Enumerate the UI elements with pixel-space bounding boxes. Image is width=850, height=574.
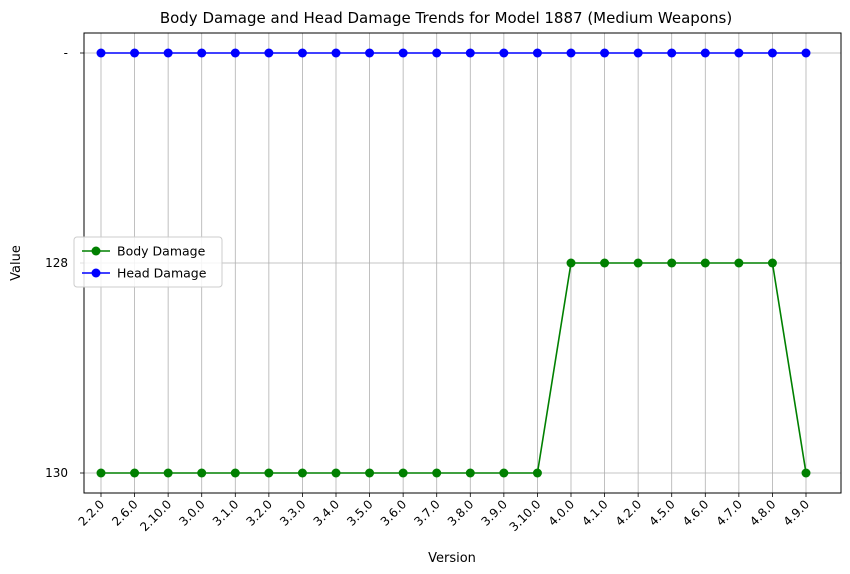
head-damage-point [230,48,240,58]
head-damage-point [532,48,542,58]
legend: Body Damage Head Damage [73,236,223,288]
head-damage-point [566,48,576,58]
x-tick-label: 4.0.0 [546,497,577,528]
body-damage-point [230,468,240,478]
body-damage-point [700,258,710,268]
body-damage-point [465,468,475,478]
head-damage-point [801,48,811,58]
body-damage-point [667,258,677,268]
x-tick-label: 4.8.0 [747,497,778,528]
x-tick-label: 4.7.0 [713,497,744,528]
chart-title: Body Damage and Head Damage Trends for M… [160,9,732,27]
x-tick-label: 3.5.0 [344,497,375,528]
x-tick-label: 3.9.0 [478,497,509,528]
head-damage-point [465,48,475,58]
series-points [96,48,811,478]
y-tick-label: 130 [45,466,68,480]
body-damage-point [297,468,307,478]
body-damage-point [532,468,542,478]
body-damage-point [633,258,643,268]
head-damage-point [264,48,274,58]
body-damage-point [432,468,442,478]
y-axis-label: Value [9,245,24,281]
head-damage-point [600,48,610,58]
body-damage-point [264,468,274,478]
x-tick-label: 2.10.0 [137,497,174,534]
x-tick-label: 2.6.0 [109,497,140,528]
y-tick-label: 128 [45,256,68,270]
x-tick-label: 3.6.0 [378,497,409,528]
x-tick-label: 3.2.0 [243,497,274,528]
head-damage-point [667,48,677,58]
body-damage-point [566,258,576,268]
x-tick-label: 4.2.0 [613,497,644,528]
x-axis-label: Version [428,551,476,566]
body-damage-legend-marker [91,246,101,256]
body-damage-point [767,258,777,268]
head-damage-point [700,48,710,58]
body-damage-point [163,468,173,478]
y-tick-label: - [64,46,68,60]
head-damage-point [432,48,442,58]
x-tick-label: 3.0.0 [176,497,207,528]
head-damage-point [297,48,307,58]
body-damage-point [365,468,375,478]
head-damage-point [767,48,777,58]
body-damage-point [130,468,140,478]
x-tick-label: 4.1.0 [579,497,610,528]
body-damage-point [499,468,509,478]
body-damage-line [101,262,807,474]
head-damage-point [398,48,408,58]
head-damage-point [130,48,140,58]
body-damage-point [398,468,408,478]
head-damage-point [633,48,643,58]
x-tick-label: 3.1.0 [210,497,241,528]
head-damage-point [499,48,509,58]
x-tick-label: 3.3.0 [277,497,308,528]
x-tick-label: 2.2.0 [76,497,107,528]
head-damage-point [163,48,173,58]
head-damage-point [197,48,207,58]
x-tick-label: 4.5.0 [646,497,677,528]
series-lines [101,52,807,474]
x-tick-label: 3.7.0 [411,497,442,528]
head-damage-legend-label: Head Damage [117,266,207,281]
body-damage-point [801,468,811,478]
head-damage-point [96,48,106,58]
body-damage-point [96,468,106,478]
x-tick-label: 3.4.0 [311,497,342,528]
body-damage-point [600,258,610,268]
body-damage-legend-label: Body Damage [117,244,206,259]
head-damage-point [365,48,375,58]
y-axis-ticks: 130 128 - [45,46,84,480]
legend-box [73,236,223,288]
x-tick-label: 4.9.0 [781,497,812,528]
body-damage-point [197,468,207,478]
head-damage-legend-marker [91,268,101,278]
head-damage-point [734,48,744,58]
x-axis-ticks: 2.2.0 2.6.02.10.0 3.0.0 3.1.0 3.2.0 3.3.0 3.4.… [76,493,812,534]
x-tick-label: 4.6.0 [680,497,711,528]
body-damage-point [734,258,744,268]
body-damage-point [331,468,341,478]
x-tick-label: 3.8.0 [445,497,476,528]
head-damage-point [331,48,341,58]
x-tick-label: 3.10.0 [507,497,544,534]
